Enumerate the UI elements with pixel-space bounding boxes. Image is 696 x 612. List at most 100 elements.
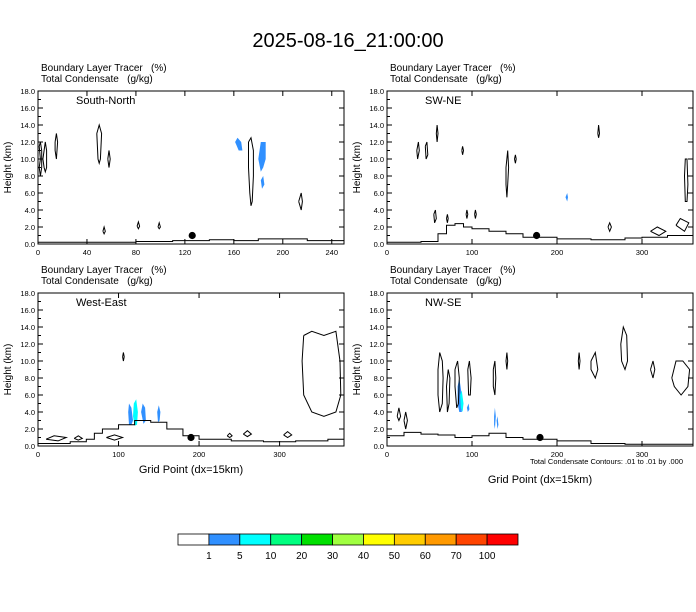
tracer-region-2-0 (128, 403, 133, 425)
ytick-label-0-6: 12.0 (20, 138, 35, 147)
ytick-label-3-5: 10.0 (369, 357, 384, 366)
condensate-contour-3-5 (505, 352, 509, 370)
ytick-label-2-6: 12.0 (20, 340, 35, 349)
condensate-contour-1-9 (446, 214, 449, 223)
tracer-region-0-0 (235, 137, 243, 151)
ytick-label-1-3: 6.0 (374, 189, 384, 198)
condensate-contour-1-3 (461, 146, 465, 155)
condensate-contour-3-9 (650, 360, 656, 379)
tracer-region-3-4 (496, 416, 499, 429)
ytick-label-3-3: 6.0 (374, 391, 384, 400)
location-marker-2 (187, 433, 195, 442)
condensate-contour-1-6 (597, 124, 601, 138)
xtick-label-3-1: 100 (466, 450, 479, 459)
condensate-contour-0-6 (298, 192, 303, 211)
condensate-contour-3-12 (396, 407, 402, 422)
condensate-contour-3-4 (492, 360, 497, 396)
colorbar-label-8: 70 (451, 551, 463, 562)
xtick-label-0-2: 80 (132, 248, 140, 257)
colorbar-label-7: 60 (420, 551, 432, 562)
colorbar-label-0: 1 (206, 551, 212, 562)
ytick-label-2-9: 18.0 (20, 289, 35, 298)
condensate-contour-1-0 (416, 141, 420, 160)
tracer-region-3-1 (460, 390, 464, 412)
panel-header-0: Boundary Layer Tracer (%) Total Condensa… (41, 63, 167, 85)
condensate-contour-2-4 (106, 434, 125, 441)
location-marker-3 (536, 433, 544, 442)
ytick-label-1-9: 18.0 (369, 87, 384, 96)
condensate-contour-1-7 (684, 158, 689, 202)
colorbar-cell-10 (486, 533, 519, 546)
ytick-label-3-7: 14.0 (369, 323, 384, 332)
tracer-region-1-0 (565, 193, 568, 202)
y-axis-label-2: Height (km) (3, 344, 14, 396)
condensate-contour-3-7 (590, 350, 599, 380)
colorbar-cell-7 (393, 533, 426, 546)
ytick-label-1-5: 10.0 (369, 155, 384, 164)
condensate-contour-0-9 (102, 225, 106, 235)
colorbar-cell-9 (455, 533, 488, 546)
y-axis-label-0: Height (km) (3, 142, 14, 194)
xtick-label-3-0: 0 (385, 450, 389, 459)
plot-frame-1 (386, 90, 694, 245)
condensate-contour-3-0 (437, 352, 444, 413)
xtick-label-1-1: 100 (466, 248, 479, 257)
condensate-contour-3-6 (577, 352, 581, 370)
location-marker-0 (188, 231, 196, 240)
tracer-region-2-2 (141, 403, 146, 424)
ytick-label-3-0: 0.0 (374, 442, 384, 451)
ytick-label-0-7: 14.0 (20, 121, 35, 130)
tracer-region-2-3 (157, 405, 161, 423)
ytick-label-2-1: 2.0 (25, 425, 35, 434)
ytick-label-1-4: 8.0 (374, 172, 384, 181)
ytick-label-3-4: 8.0 (374, 374, 384, 383)
xtick-label-0-6: 240 (326, 248, 339, 257)
terrain-line-0 (38, 238, 345, 243)
tracer-region-2-1 (133, 399, 138, 426)
condensate-contour-1-8 (433, 209, 437, 223)
colorbar-label-1: 5 (237, 551, 243, 562)
xtick-label-0-1: 40 (83, 248, 91, 257)
panel-header-1: Boundary Layer Tracer (%) Total Condensa… (390, 63, 516, 85)
plot-frame-3 (386, 292, 694, 447)
xtick-label-1-0: 0 (385, 248, 389, 257)
ytick-label-2-0: 0.0 (25, 442, 35, 451)
condensate-contour-0-2 (54, 133, 59, 160)
panel-header-3: Boundary Layer Tracer (%) Total Condensa… (390, 265, 516, 287)
xtick-label-1-3: 300 (636, 248, 649, 257)
colorbar-cell-5 (332, 533, 364, 546)
location-marker-1 (533, 231, 541, 240)
plot-frame-2 (37, 292, 345, 447)
xtick-label-2-0: 0 (36, 450, 40, 459)
x-axis-title-2: Grid Point (dx=15km) (139, 464, 243, 476)
ytick-label-1-7: 14.0 (369, 121, 384, 130)
condensate-contour-0-1 (42, 141, 48, 174)
footnote: Total Condensate Contours: .01 to .01 by… (530, 457, 684, 466)
colorbar-cell-1 (208, 533, 241, 546)
tracer-region-0-2 (260, 176, 265, 189)
condensate-contour-1-2 (435, 124, 439, 143)
tracer-region-3-3 (494, 407, 496, 429)
colorbar-label-3: 20 (296, 551, 308, 562)
ytick-label-1-1: 2.0 (374, 223, 384, 232)
condensate-contour-1-1 (424, 141, 429, 160)
ytick-label-2-7: 14.0 (20, 323, 35, 332)
xtick-label-0-5: 200 (277, 248, 290, 257)
condensate-contour-1-4 (505, 150, 510, 198)
panel-label-1: SW-NE (425, 95, 461, 107)
ytick-label-3-2: 4.0 (374, 408, 384, 417)
colorbar-cell-6 (363, 533, 395, 546)
condensate-contour-1-11 (474, 209, 477, 219)
ytick-label-0-5: 10.0 (20, 155, 35, 164)
colorbar-label-9: 100 (479, 551, 496, 562)
ytick-label-0-3: 6.0 (25, 189, 35, 198)
condensate-contour-3-3 (467, 360, 472, 396)
condensate-contour-1-12 (607, 221, 612, 233)
condensate-contour-1-10 (465, 209, 469, 219)
ytick-label-3-8: 16.0 (369, 306, 384, 315)
panel-label-0: South-North (76, 95, 135, 107)
condensate-contour-3-8 (620, 325, 629, 372)
ytick-label-2-8: 16.0 (20, 306, 35, 315)
colorbar-label-5: 40 (358, 551, 370, 562)
